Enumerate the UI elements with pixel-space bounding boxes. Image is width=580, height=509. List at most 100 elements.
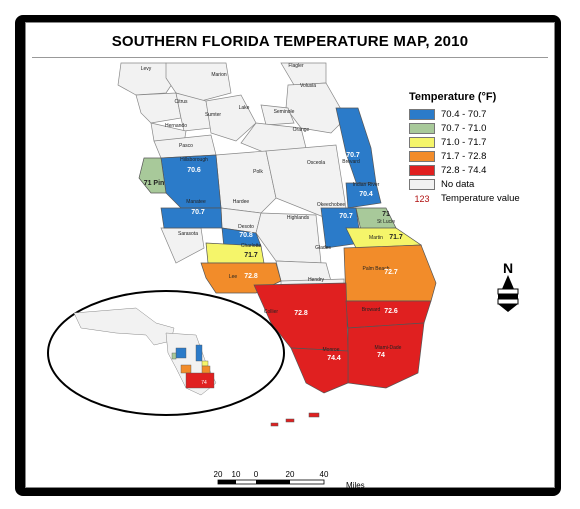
legend-item: 70.4 - 70.7 bbox=[409, 108, 549, 121]
label-hernando: Hernando bbox=[165, 123, 187, 129]
scale-tick: 40 bbox=[320, 470, 329, 479]
label-osceola: Osceola bbox=[307, 160, 326, 166]
value-indian-river: 70.4 bbox=[359, 191, 373, 198]
county-lake bbox=[205, 94, 257, 142]
north-arrow: N bbox=[490, 259, 526, 315]
county-pinellas bbox=[138, 157, 167, 194]
label-orange: Orange bbox=[293, 127, 310, 133]
label-hendry: Hendry bbox=[308, 277, 325, 283]
value-lee: 72.8 bbox=[244, 273, 258, 280]
legend-label: 70.4 - 70.7 bbox=[441, 109, 487, 120]
value-pinellas: 71 Pin bbox=[144, 180, 165, 187]
label-miami-dade: Miami-Dade bbox=[375, 345, 402, 351]
value-st-lucie: 71 bbox=[382, 211, 390, 218]
label-marion: Marion bbox=[211, 72, 227, 78]
legend-item-nodata: No data bbox=[409, 178, 549, 191]
value-okeechobee: 70.7 bbox=[339, 213, 353, 220]
label-martin: Martin bbox=[369, 235, 383, 241]
value-palm-beach: 72.7 bbox=[384, 269, 398, 276]
legend-item: 70.7 - 71.0 bbox=[409, 122, 549, 135]
north-arrow-icon bbox=[502, 275, 514, 289]
legend-label: 72.8 - 74.4 bbox=[441, 165, 487, 176]
county-seminole bbox=[260, 104, 295, 126]
county-martin bbox=[345, 227, 423, 249]
label-hillsborough: Hillsborough bbox=[180, 157, 208, 163]
legend-item: 71.0 - 71.7 bbox=[409, 136, 549, 149]
scale-tick: 20 bbox=[286, 470, 295, 479]
value-hillsborough: 70.6 bbox=[187, 167, 201, 174]
north-label: N bbox=[503, 260, 513, 276]
label-polk: Polk bbox=[253, 169, 263, 175]
label-st-lucie: St Lucie bbox=[377, 219, 395, 225]
county-citrus bbox=[135, 92, 182, 124]
scale-bar: 20 10 0 20 40 Miles bbox=[206, 469, 406, 490]
scale-tick: 20 bbox=[214, 470, 223, 479]
label-desoto: Desoto bbox=[238, 224, 254, 230]
legend-label: 70.7 - 71.0 bbox=[441, 123, 487, 134]
value-martin: 71.7 bbox=[389, 234, 403, 241]
scale-unit: Miles bbox=[346, 481, 365, 490]
legend-swatch bbox=[409, 123, 435, 134]
legend-title: Temperature (°F) bbox=[409, 91, 497, 103]
legend-swatch bbox=[409, 179, 435, 190]
value-manatee: 70.7 bbox=[191, 209, 205, 216]
legend-label: Temperature value bbox=[441, 193, 520, 204]
label-lake: Lake bbox=[239, 105, 250, 111]
legend-swatch bbox=[409, 165, 435, 176]
label-okeechobee: Okeechobee bbox=[317, 202, 346, 208]
value-miami-dade: 74 bbox=[377, 352, 385, 359]
label-levy: Levy bbox=[141, 66, 152, 72]
label-lee: Lee bbox=[229, 274, 238, 280]
label-brevard: Brevard bbox=[342, 159, 360, 165]
label-collier: Collier bbox=[264, 309, 279, 315]
legend-sample-value: 123 bbox=[414, 193, 430, 204]
label-sarasota: Sarasota bbox=[178, 231, 198, 237]
legend-item: 72.8 - 74.4 bbox=[409, 164, 549, 177]
label-glades: Glades bbox=[315, 245, 331, 251]
scale-tick: 0 bbox=[254, 470, 259, 479]
label-indian-river: Indian River bbox=[353, 182, 380, 188]
legend-swatch bbox=[409, 151, 435, 162]
florida-keys bbox=[308, 412, 320, 418]
legend-label: 71.0 - 71.7 bbox=[441, 137, 487, 148]
county-monroe bbox=[290, 347, 349, 394]
county-brevard bbox=[335, 107, 377, 189]
label-monroe: Monroe bbox=[323, 347, 340, 353]
label-sumter: Sumter bbox=[205, 112, 221, 118]
legend-swatch bbox=[409, 137, 435, 148]
label-highlands: Highlands bbox=[287, 215, 310, 221]
label-seminole: Seminole bbox=[274, 109, 295, 115]
label-pasco: Pasco bbox=[179, 143, 193, 149]
value-collier: 72.8 bbox=[294, 310, 308, 317]
legend-label: No data bbox=[441, 179, 475, 190]
label-broward: Broward bbox=[362, 307, 381, 313]
legend-swatch bbox=[409, 109, 435, 120]
legend: Temperature (°F) 70.4 - 70.7 70.7 - 71.0… bbox=[409, 91, 549, 206]
county-miami-dade bbox=[347, 322, 425, 389]
label-palm-beach: Palm Beach bbox=[363, 266, 390, 272]
label-citrus: Citrus bbox=[174, 99, 188, 105]
value-broward: 72.6 bbox=[384, 308, 398, 315]
locator-inset: 74 bbox=[47, 290, 285, 416]
legend-item: 71.7 - 72.8 bbox=[409, 150, 549, 163]
value-brevard: 70.7 bbox=[346, 152, 360, 159]
county-manatee bbox=[160, 207, 223, 229]
legend-item-value: 123 Temperature value bbox=[409, 192, 549, 205]
inset-value: 74 bbox=[201, 380, 207, 386]
label-manatee: Manatee bbox=[186, 199, 206, 205]
label-charlotte: Charlotte bbox=[241, 243, 262, 249]
value-charlotte: 71.7 bbox=[244, 252, 258, 259]
title-divider bbox=[32, 57, 548, 58]
map-panel: SOUTHERN FLORIDA TEMPERATURE MAP, 2010 bbox=[25, 22, 555, 490]
label-flagler: Flagler bbox=[288, 63, 304, 69]
county-indian-river bbox=[345, 182, 382, 209]
value-monroe: 74.4 bbox=[327, 355, 341, 362]
label-hardee: Hardee bbox=[233, 199, 250, 205]
florida-map: Levy Marion Flagler Volusia Citrus Sumte… bbox=[47, 62, 437, 427]
legend-label: 71.7 - 72.8 bbox=[441, 151, 487, 162]
value-desoto: 70.8 bbox=[239, 232, 253, 239]
county-sumter bbox=[175, 92, 212, 132]
scale-tick: 10 bbox=[232, 470, 241, 479]
map-title: SOUTHERN FLORIDA TEMPERATURE MAP, 2010 bbox=[111, 33, 469, 50]
label-volusia: Volusia bbox=[300, 83, 316, 89]
